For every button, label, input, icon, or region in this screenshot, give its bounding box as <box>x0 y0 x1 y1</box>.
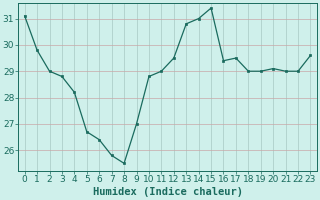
X-axis label: Humidex (Indice chaleur): Humidex (Indice chaleur) <box>92 187 243 197</box>
